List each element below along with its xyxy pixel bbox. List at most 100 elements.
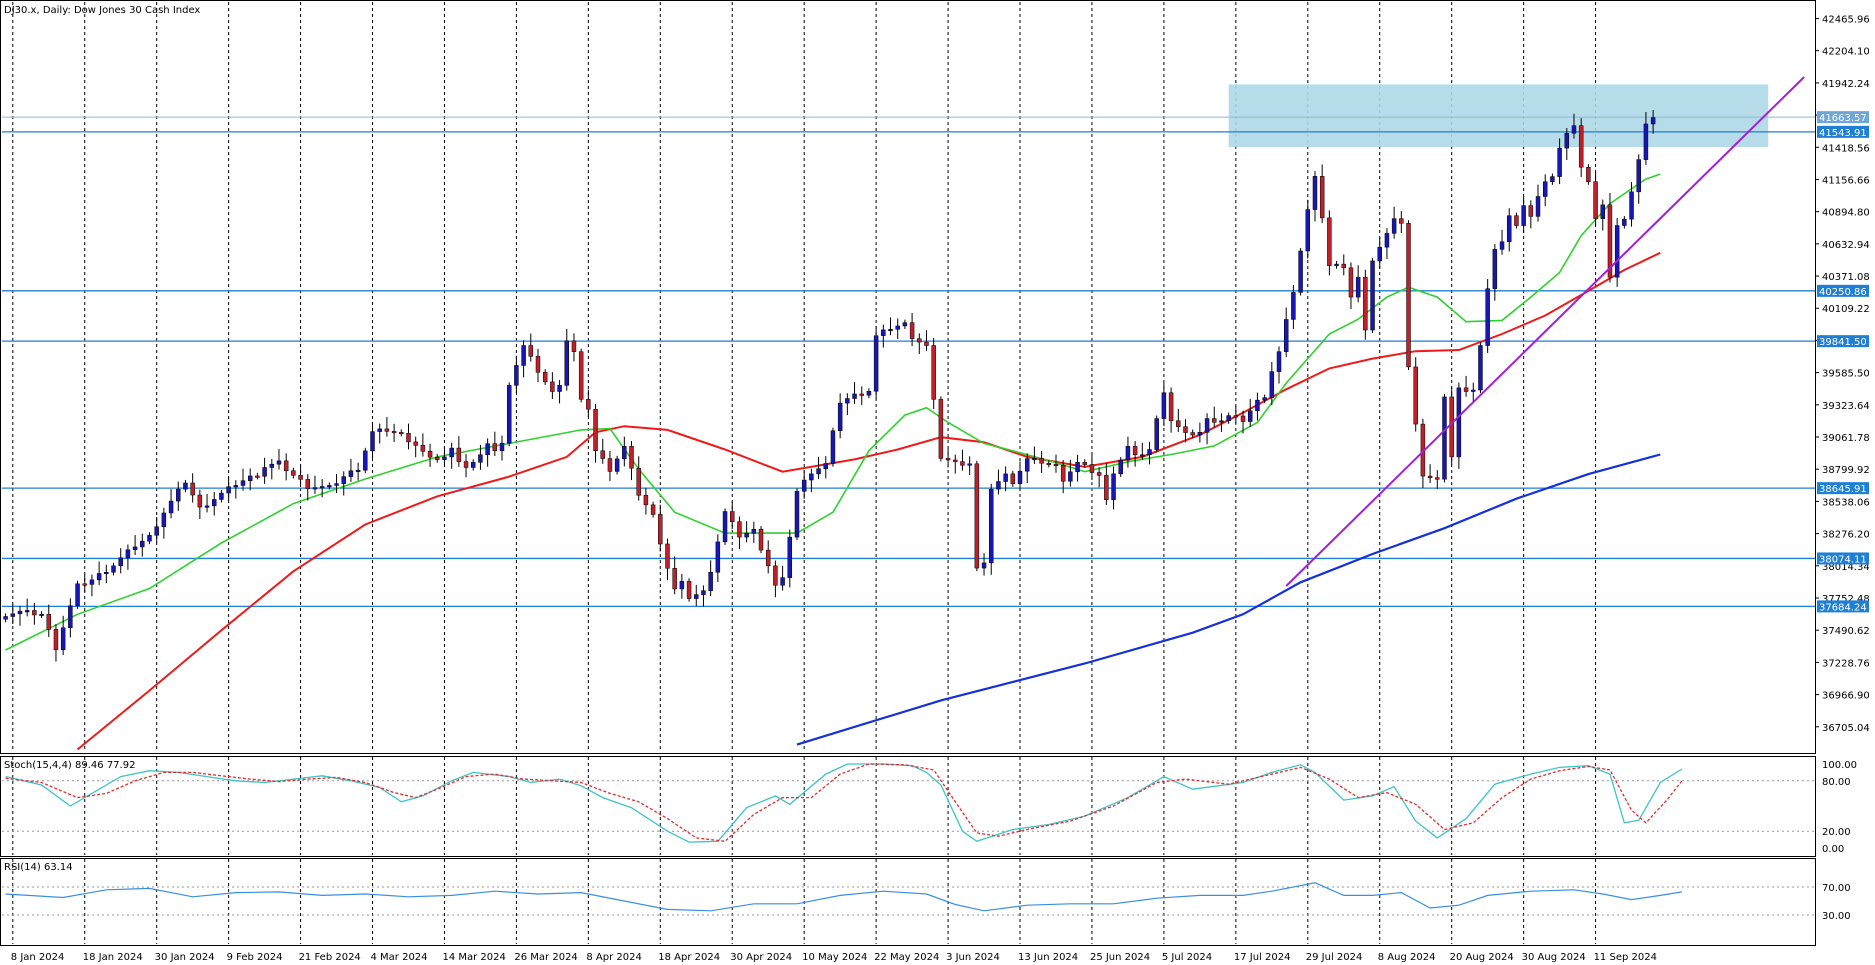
candle-body <box>765 549 771 567</box>
candle-body <box>845 398 850 404</box>
candle-body <box>312 487 318 490</box>
x-tick-label: 18 Apr 2024 <box>658 952 720 963</box>
rsi-tick-label: 70.00 <box>1822 883 1851 894</box>
candle-body <box>1636 159 1641 193</box>
candle-body <box>550 381 555 392</box>
candle-body <box>147 535 152 542</box>
candle-body <box>989 488 994 564</box>
candle-body <box>456 447 462 462</box>
candle-body <box>1557 147 1562 177</box>
stoch-pane[interactable] <box>0 756 1816 857</box>
x-tick-label: 17 Jul 2024 <box>1234 952 1291 963</box>
candle-body <box>535 356 541 373</box>
candle-body <box>1276 351 1282 372</box>
candle-body <box>1406 223 1411 368</box>
candle-body <box>197 494 203 508</box>
candle-body <box>1550 176 1555 183</box>
candle-body <box>1391 218 1397 234</box>
y-tick-label: 36966.90 <box>1822 691 1870 702</box>
candle-body <box>1535 196 1541 217</box>
candle-body <box>622 446 627 460</box>
candle-body <box>1075 462 1080 473</box>
candle-body <box>68 605 73 628</box>
rsi-line <box>5 882 1682 912</box>
x-tick-label: 3 Jun 2024 <box>946 952 1000 963</box>
candle-body <box>593 408 598 452</box>
candle-body <box>1147 449 1152 455</box>
resistance-box <box>1228 84 1769 148</box>
x-tick-label: 8 Aug 2024 <box>1378 952 1436 963</box>
candle-body <box>1291 292 1296 320</box>
candle-body <box>427 451 433 458</box>
candle-body <box>636 467 641 496</box>
candle-body <box>1363 276 1368 331</box>
candle-body <box>1471 389 1476 392</box>
price-tag <box>1817 335 1869 348</box>
x-tick-label: 4 Mar 2024 <box>371 952 428 963</box>
candle-body <box>1377 246 1382 262</box>
x-tick-label: 13 Jun 2024 <box>1018 952 1078 963</box>
candle-body <box>1341 263 1346 269</box>
candle-body <box>24 610 30 613</box>
candle-body <box>1485 288 1490 346</box>
candle-body <box>686 581 692 599</box>
candle-body <box>787 536 793 578</box>
candle-body <box>1255 399 1260 412</box>
candle-body <box>3 616 8 620</box>
candle-body <box>1283 319 1289 352</box>
candle-body <box>1449 396 1454 458</box>
candle-body <box>82 583 87 586</box>
candle-body <box>1168 392 1174 422</box>
candle-body <box>1348 267 1354 298</box>
candle-body <box>1269 371 1275 398</box>
candle-body <box>658 514 663 545</box>
candle-body <box>399 432 404 435</box>
candle-body <box>1125 446 1131 461</box>
candle-body <box>89 579 95 585</box>
time-axis: 8 Jan 2024 18 Jan 2024 30 Jan 2024 9 Feb 20… <box>11 952 1657 963</box>
candle-body <box>715 541 721 573</box>
candle-body <box>852 393 857 399</box>
y-tick-label: 41156.66 <box>1822 175 1870 186</box>
candle-body <box>780 577 785 586</box>
candle-body <box>363 450 368 471</box>
candle-body <box>506 385 512 444</box>
candle-body <box>291 470 296 476</box>
candle-body <box>391 431 397 434</box>
trendline[interactable] <box>1285 76 1805 587</box>
rsi-pane[interactable] <box>0 858 1816 946</box>
price-tag-label: 40250.86 <box>1819 287 1867 298</box>
x-tick-label: 8 Apr 2024 <box>586 952 641 963</box>
candle-body <box>60 627 66 650</box>
candle-body <box>888 329 893 332</box>
candle-body <box>1355 276 1361 298</box>
stoch-tick-label: 100.00 <box>1822 760 1857 771</box>
candle-body <box>1053 464 1059 467</box>
candle-body <box>104 571 109 574</box>
price-tag-label: 38074.11 <box>1819 554 1867 565</box>
trendline-line <box>1285 76 1805 587</box>
candle-body <box>413 441 418 446</box>
candle-body <box>1032 458 1037 461</box>
candle-body <box>1197 432 1203 436</box>
candle-body <box>1435 477 1440 480</box>
candle-body <box>1600 204 1605 219</box>
candle-body <box>542 372 548 383</box>
candle-body <box>305 479 310 489</box>
horizontal-levels[interactable] <box>2 116 1815 608</box>
stoch-tick-label: 20.00 <box>1822 827 1851 838</box>
candle-body <box>1096 472 1102 476</box>
candle-body <box>1442 396 1447 480</box>
candle-body <box>643 495 649 506</box>
candle-body <box>938 399 944 459</box>
candle-body <box>794 491 800 538</box>
candle-body <box>1039 458 1044 464</box>
candle-body <box>39 614 44 617</box>
price-tag <box>1817 552 1869 565</box>
candle-body <box>1514 215 1519 226</box>
candle-body <box>1507 215 1512 243</box>
candle-body <box>118 557 123 567</box>
candle-body <box>1010 473 1016 484</box>
candle-body <box>1650 117 1656 125</box>
